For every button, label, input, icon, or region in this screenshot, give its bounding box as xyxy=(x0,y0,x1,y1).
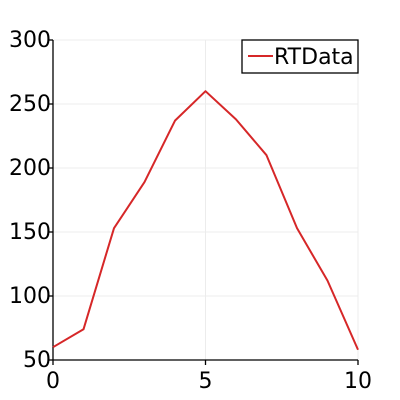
y-tick-label: 250 xyxy=(9,92,51,117)
x-tick-label: 5 xyxy=(199,369,213,394)
y-tick-label: 50 xyxy=(23,348,51,373)
legend: RTData xyxy=(241,39,359,74)
y-tick-label: 100 xyxy=(9,284,51,309)
x-tick-label: 0 xyxy=(46,369,60,394)
series-layer xyxy=(52,90,359,351)
legend-label-rtdata: RTData xyxy=(274,45,354,70)
ticks: 50 100 150 200 250 300 0 5 10 xyxy=(9,28,372,394)
y-tick-label: 200 xyxy=(9,156,51,181)
grid xyxy=(52,39,359,361)
x-tick-label: 10 xyxy=(344,369,372,394)
y-tick-label: 300 xyxy=(9,28,51,53)
y-tick-label: 150 xyxy=(9,220,51,245)
